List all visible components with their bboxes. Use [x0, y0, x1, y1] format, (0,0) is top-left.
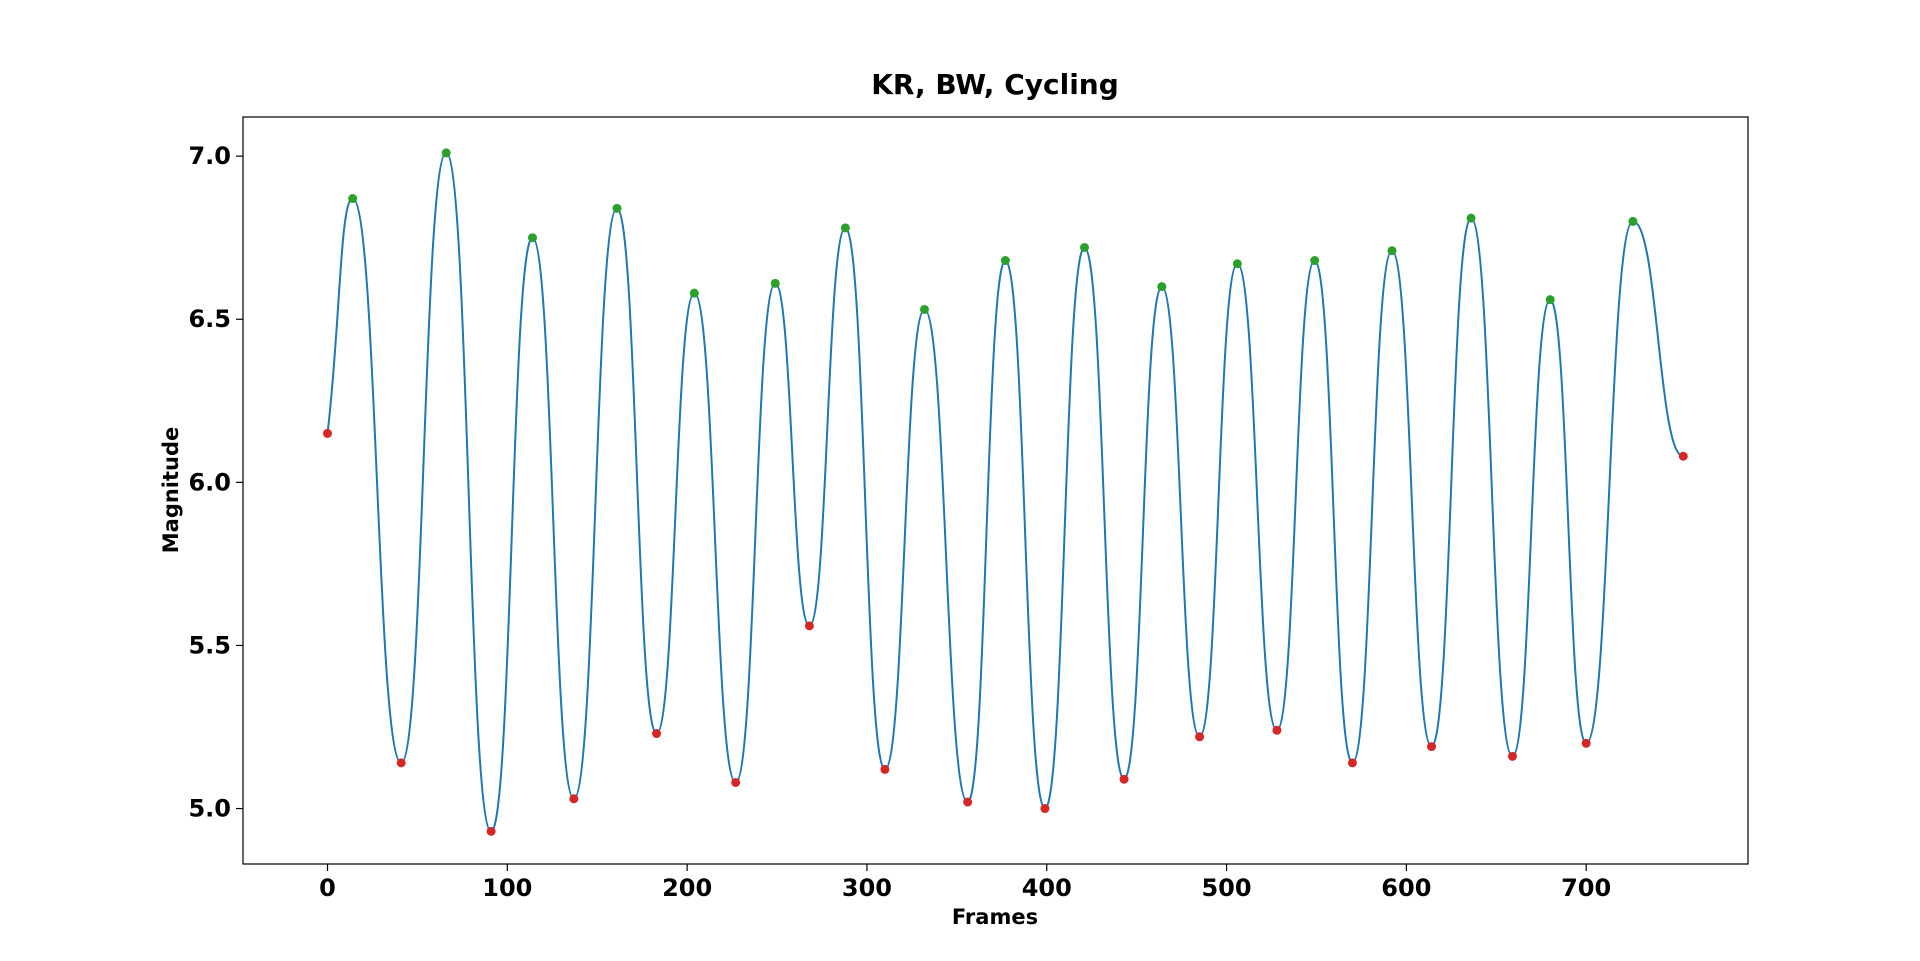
- peak-point: [1310, 256, 1320, 266]
- y-tick-label: 6.0: [188, 468, 231, 496]
- trough-point: [1347, 758, 1357, 768]
- peak-point: [1387, 246, 1397, 256]
- trough-point: [396, 758, 406, 768]
- trough-point: [880, 764, 890, 774]
- trough-point: [963, 797, 973, 807]
- x-tick-label: 500: [1201, 874, 1251, 902]
- peak-markers: [348, 148, 1638, 314]
- x-axis: 0 100 200 300 400 500 600 700: [319, 864, 1611, 902]
- trough-point: [569, 794, 579, 804]
- trough-point: [1272, 725, 1282, 735]
- x-axis-label: Frames: [952, 905, 1038, 929]
- trough-point: [1678, 451, 1688, 461]
- y-tick-label: 5.0: [188, 795, 231, 823]
- trough-point: [1427, 742, 1437, 752]
- x-tick-label: 300: [842, 874, 892, 902]
- peak-point: [770, 278, 780, 288]
- chart-title: KR, BW, Cycling: [871, 68, 1119, 101]
- trough-point: [804, 621, 814, 631]
- y-axis: 5.0 5.5 6.0 6.5 7.0: [188, 142, 243, 823]
- trough-point: [652, 729, 662, 739]
- x-tick-label: 700: [1561, 874, 1611, 902]
- y-axis-label: Magnitude: [159, 427, 183, 554]
- trough-point: [1119, 774, 1129, 784]
- plot-area-frame: [242, 116, 1749, 865]
- magnitude-series-line: [326, 151, 1684, 833]
- peak-point: [1628, 216, 1638, 226]
- peak-point: [689, 288, 699, 298]
- peak-point: [527, 233, 537, 243]
- y-tick-label: 7.0: [188, 142, 231, 170]
- peak-point: [1000, 256, 1010, 266]
- y-tick-label: 5.5: [188, 631, 231, 659]
- peak-point: [1157, 282, 1167, 292]
- peak-point: [1232, 259, 1242, 269]
- peak-point: [840, 223, 850, 233]
- trough-point: [1195, 732, 1205, 742]
- trough-point: [486, 826, 496, 836]
- x-tick-label: 400: [1022, 874, 1072, 902]
- trough-point: [731, 777, 741, 787]
- trough-point: [1040, 804, 1050, 814]
- peak-point: [441, 148, 451, 158]
- x-tick-label: 200: [662, 874, 712, 902]
- y-tick-label: 6.5: [188, 305, 231, 333]
- trough-point: [323, 428, 333, 438]
- peak-point: [612, 203, 622, 213]
- trough-point: [1507, 751, 1517, 761]
- peak-point: [919, 304, 929, 314]
- x-tick-label: 0: [319, 874, 336, 902]
- peak-point: [1080, 242, 1090, 252]
- x-tick-label: 600: [1381, 874, 1431, 902]
- trough-markers: [323, 428, 1688, 836]
- peak-point: [1466, 213, 1476, 223]
- trough-point: [1581, 738, 1591, 748]
- peak-point: [348, 194, 358, 204]
- peak-point: [1545, 295, 1555, 305]
- x-tick-label: 100: [482, 874, 532, 902]
